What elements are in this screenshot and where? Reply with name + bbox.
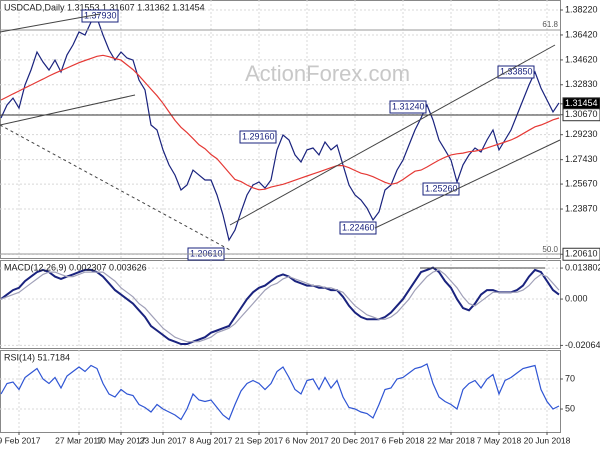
y-tick-label: 0.000: [565, 293, 588, 303]
series-line: [0, 54, 560, 191]
y-tick-label: 1.31454: [565, 98, 598, 108]
x-tick-label: 6 Nov 2017: [285, 435, 329, 445]
x-tick-label: 27 Mar 2017: [55, 435, 103, 445]
channel-line: [229, 44, 556, 226]
y-tick-label: 1.29230: [565, 129, 598, 139]
series-line: [0, 363, 560, 421]
y-tick-label: -0.020646: [565, 340, 600, 350]
panel-title: MACD(12,26,9) 0.002307 0.003626: [4, 262, 147, 272]
trend-line: [0, 94, 136, 126]
x-tick-label: 6 Feb 2018: [381, 435, 424, 445]
layout: [0, 13, 561, 269]
annotation-box: [497, 65, 535, 79]
y-tick-label: 1.32830: [565, 79, 598, 89]
y-tick-label: 1.23870: [565, 203, 598, 213]
trend-line: [0, 124, 231, 251]
series-line: [0, 269, 560, 343]
x-tick-label: 8 Aug 2017: [189, 435, 232, 445]
x-tick-label: 7 May 2018: [477, 435, 522, 445]
y-tick-label: 1.38220: [565, 4, 598, 14]
series-line: [0, 266, 560, 345]
y-tick-label: 1.34620: [565, 54, 598, 64]
y-tick-label: 50: [565, 403, 575, 413]
watermark: ActionForex.com: [245, 61, 410, 86]
annotation: 1.20610: [190, 248, 223, 258]
x-tick-label: 20 Dec 2017: [331, 435, 379, 445]
y-tick-label: 1.27430: [565, 154, 598, 164]
panel-frame: [0, 260, 561, 349]
panel-frame: [0, 350, 561, 433]
x-tick-label: 21 Sep 2017: [235, 435, 283, 445]
trend-line: [0, 13, 101, 33]
panel-title: RSI(14) 51.7184: [4, 352, 70, 362]
annotation: 1.25260: [425, 183, 458, 193]
x-tick-label: 23 Jun 2017: [140, 435, 187, 445]
annotation-box: [239, 130, 277, 144]
panel-frame: [0, 0, 561, 259]
x-tick-label: 22 Mar 2018: [427, 435, 475, 445]
y-tick-label: 1.36420: [565, 29, 598, 39]
panel-title: USDCAD,Daily 1.31553 1.31607 1.31362 1.3…: [4, 2, 205, 12]
channel-line: [374, 139, 561, 229]
annotation-box: [81, 9, 119, 23]
annotation-box: [389, 100, 427, 114]
fib-label: 61.8: [542, 20, 558, 29]
annotation: 1.22460: [342, 222, 375, 232]
annotation: 1.33850: [500, 66, 533, 76]
tick-box: [562, 247, 600, 261]
y-tick-label: 70: [565, 373, 575, 383]
annotation: 1.31240: [392, 101, 425, 111]
annotation: 1.29160: [242, 131, 275, 141]
tick-box: [562, 108, 600, 122]
y-tick-label: 1.30670: [565, 109, 598, 119]
y-tick-label: 0.013802: [565, 262, 600, 272]
fib-label: 50.0: [542, 245, 558, 254]
x-tick-label: 10 May 2017: [96, 435, 145, 445]
y-tick-label: 1.25670: [565, 178, 598, 188]
annotation: 1.37930: [84, 10, 117, 20]
x-tick-label: 20 Jun 2018: [524, 435, 571, 445]
x-tick-label: 9 Feb 2017: [0, 435, 41, 445]
y-tick-label: 1.20610: [565, 249, 598, 259]
